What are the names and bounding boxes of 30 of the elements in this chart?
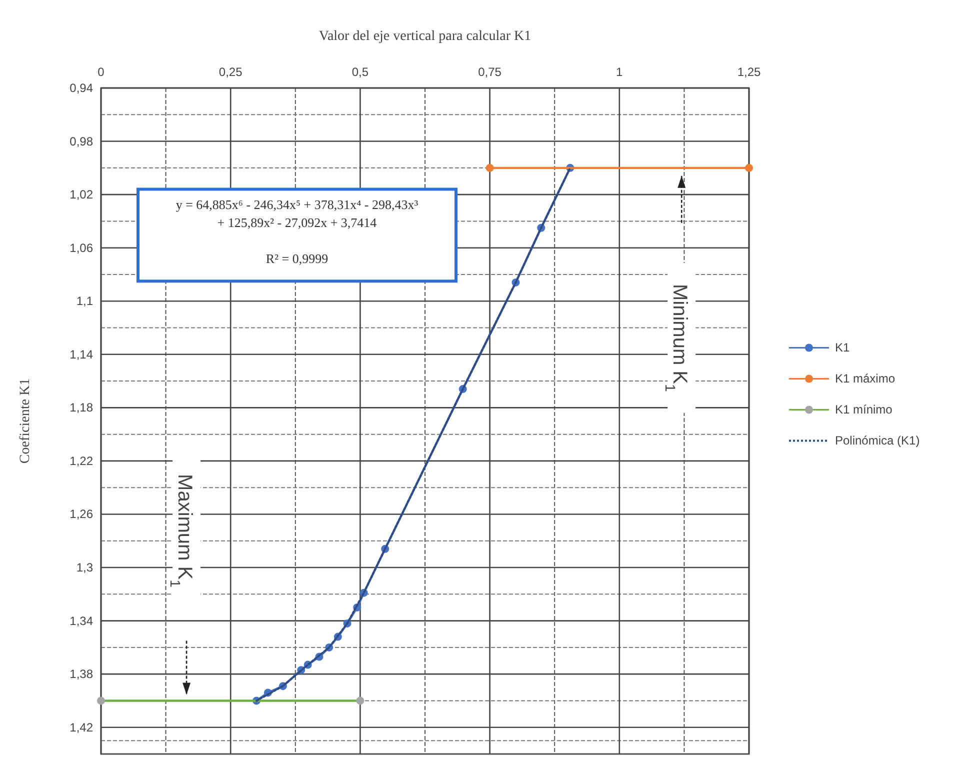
equation-box: y = 64,885x⁶ - 246,34x⁵ + 378,31x⁴ - 298,43x³ + 125,89x² - 27,092x + 3,7414 R² = 0,9999 — [136, 188, 458, 283]
x-tick-label: 1,25 — [737, 65, 761, 79]
y-tick-label: 0,98 — [70, 134, 94, 148]
y-tick-label: 1,1 — [76, 294, 94, 308]
point — [97, 696, 105, 705]
y-tick-label: 1,22 — [70, 454, 94, 468]
legend-label: Polinómica (K1) — [835, 434, 920, 448]
x-tick-label: 1 — [616, 65, 624, 79]
point — [745, 164, 753, 172]
y-tick-label: 1,26 — [70, 507, 94, 522]
x-tick-label: 0,75 — [478, 65, 502, 79]
x-tick-label: 0 — [98, 65, 105, 79]
legend-label: K1 máximo — [835, 372, 896, 386]
legend-label: K1 — [835, 340, 850, 355]
y-tick-label: 0,94 — [70, 81, 94, 95]
x-tick-label: 0,25 — [218, 65, 243, 79]
y-tick-label: 1,38 — [70, 667, 94, 682]
y-axis-title: Coeficiente K1 — [18, 378, 33, 464]
y-tick-label: 1,06 — [70, 240, 94, 255]
x-tick-label: 0,5 — [352, 65, 369, 79]
y-tick-label: 1,02 — [70, 188, 94, 202]
y-tick-label: 1,14 — [70, 347, 94, 362]
y-tick-label: 1,3 — [76, 560, 94, 575]
y-tick-label: 1,42 — [70, 720, 94, 734]
legend-label: K1 mínimo — [835, 402, 893, 417]
x-axis-title: Valor del eje vertical para calcular K1 — [318, 29, 532, 44]
y-tick-label: 1,34 — [70, 614, 94, 628]
point — [356, 696, 364, 705]
y-tick-label: 1,18 — [70, 400, 94, 415]
point — [486, 164, 494, 172]
